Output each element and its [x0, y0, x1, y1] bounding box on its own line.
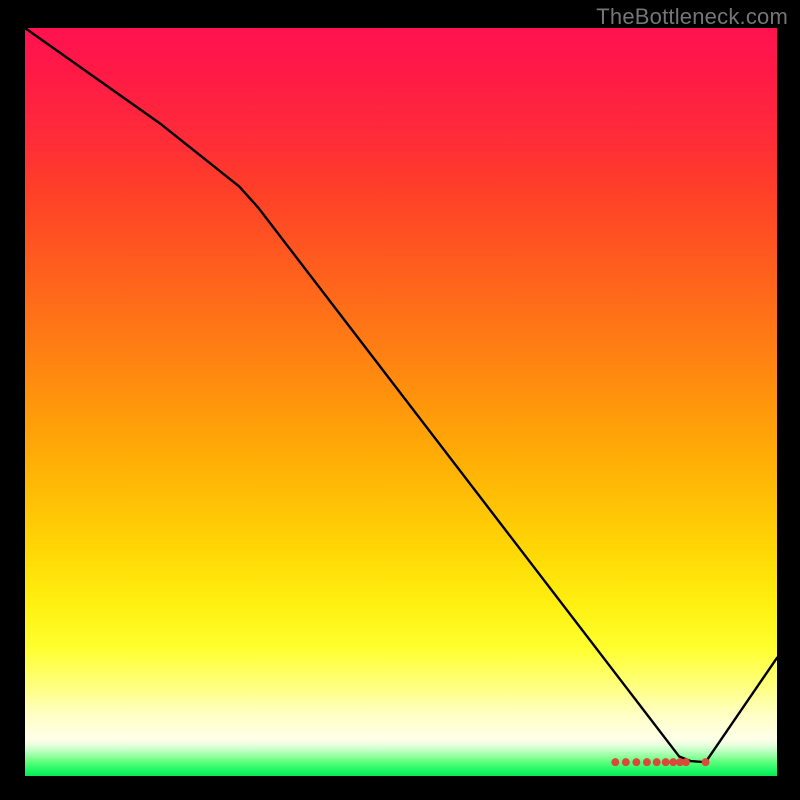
data-marker	[662, 758, 670, 766]
data-marker	[653, 758, 661, 766]
data-marker	[682, 758, 690, 766]
plot-background	[25, 28, 777, 776]
data-marker	[622, 758, 630, 766]
data-marker	[632, 758, 640, 766]
watermark: TheBottleneck.com	[596, 4, 788, 30]
data-marker	[611, 758, 619, 766]
chart-container: { "watermark": "TheBottleneck.com", "cha…	[0, 0, 800, 800]
data-marker	[702, 758, 710, 766]
chart-svg	[0, 0, 800, 800]
data-marker	[643, 758, 651, 766]
